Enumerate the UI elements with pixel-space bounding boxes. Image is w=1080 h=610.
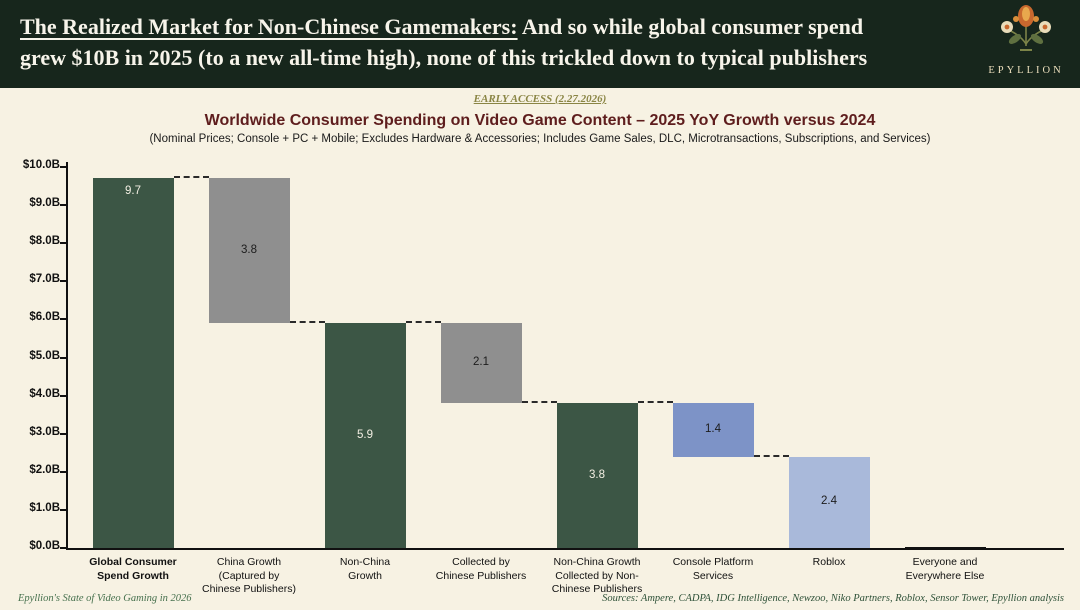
category-label: Non-China Growth <box>339 556 391 582</box>
category-label: China Growth (Captured by Chinese Publis… <box>202 556 296 596</box>
header-banner: The Realized Market for Non-Chinese Game… <box>0 0 1080 88</box>
footer-deck-name: Epyllion's State of Video Gaming in 2026 <box>18 593 192 604</box>
y-tick-mark <box>60 356 68 359</box>
category-label: Everyone and Everywhere Else <box>905 556 985 582</box>
category-label: Console Platform Services <box>672 556 754 582</box>
y-tick-label: $5.0B <box>29 349 60 362</box>
bar <box>324 323 406 548</box>
bar-value-label: 5.9 <box>357 428 373 441</box>
epyllion-logo: EPYLLION <box>980 2 1072 76</box>
category-label: Non-China Growth Collected by Non- Chine… <box>551 556 643 596</box>
y-tick-label: $2.0B <box>29 463 60 476</box>
bar <box>672 403 754 457</box>
waterfall-connector <box>637 401 673 404</box>
y-tick-mark <box>60 204 68 207</box>
y-tick-label: $3.0B <box>29 425 60 438</box>
page-title: The Realized Market for Non-Chinese Game… <box>20 11 990 73</box>
y-tick-label: $4.0B <box>29 387 60 400</box>
bar <box>92 178 174 548</box>
footer-sources: Sources: Ampere, CADPA, IDG Intelligence… <box>602 593 1064 604</box>
y-tick-mark <box>60 547 68 549</box>
category-label: Collected by Chinese Publishers <box>435 556 527 582</box>
chart-title: Worldwide Consumer Spending on Video Gam… <box>204 112 876 129</box>
bar <box>208 178 290 324</box>
page-title-line2: grew $10B in 2025 (to a new all-time hig… <box>20 45 868 70</box>
y-tick-mark <box>60 508 68 511</box>
y-tick-label: $6.0B <box>29 311 60 324</box>
y-tick-mark <box>60 280 68 283</box>
bar-value-label: 3.8 <box>241 243 257 256</box>
waterfall-connector <box>753 454 789 457</box>
bar-value-label: 9.7 <box>125 185 141 198</box>
y-tick-label: $9.0B <box>29 197 60 210</box>
y-tick-mark <box>60 318 68 321</box>
y-tick-label: $7.0B <box>29 273 60 286</box>
y-tick-mark <box>60 166 68 168</box>
y-tick-label: $0.0B <box>29 540 60 552</box>
page-title-rest: And so while global consumer spend <box>517 14 864 39</box>
early-access-label: EARLY ACCESS (2.27.2026) <box>473 93 607 105</box>
category-label: Global Consumer Spend Growth <box>89 556 177 582</box>
y-tick-label: $8.0B <box>29 235 60 248</box>
x-axis-line <box>66 548 1064 550</box>
bar <box>556 403 638 548</box>
y-tick-mark <box>60 394 68 397</box>
y-tick-mark <box>60 470 68 473</box>
page-title-emphasis: The Realized Market for Non-Chinese Game… <box>20 14 518 39</box>
y-axis-line <box>66 162 68 550</box>
waterfall-connector <box>173 176 209 179</box>
epyllion-flower-icon <box>1001 5 1051 51</box>
epyllion-logo-text: EPYLLION <box>988 65 1064 76</box>
category-label: Roblox <box>812 556 846 568</box>
y-tick-label: $1.0B <box>29 501 60 514</box>
bar <box>788 456 870 548</box>
chart-subtitle: (Nominal Prices; Console + PC + Mobile; … <box>149 133 931 145</box>
waterfall-connector <box>521 401 557 404</box>
bar-value-label: 3.8 <box>589 468 605 481</box>
y-tick-mark <box>60 432 68 435</box>
y-tick-mark <box>60 242 68 245</box>
bar <box>440 323 522 404</box>
waterfall-connector <box>405 321 441 324</box>
bar-value-label: 2.4 <box>821 495 837 508</box>
bar-value-label: 1.4 <box>705 422 721 435</box>
bar-value-label: 2.1 <box>473 356 489 369</box>
waterfall-connector <box>289 321 325 324</box>
y-tick-label: $10.0B <box>22 159 60 171</box>
zero-bar <box>904 546 986 550</box>
